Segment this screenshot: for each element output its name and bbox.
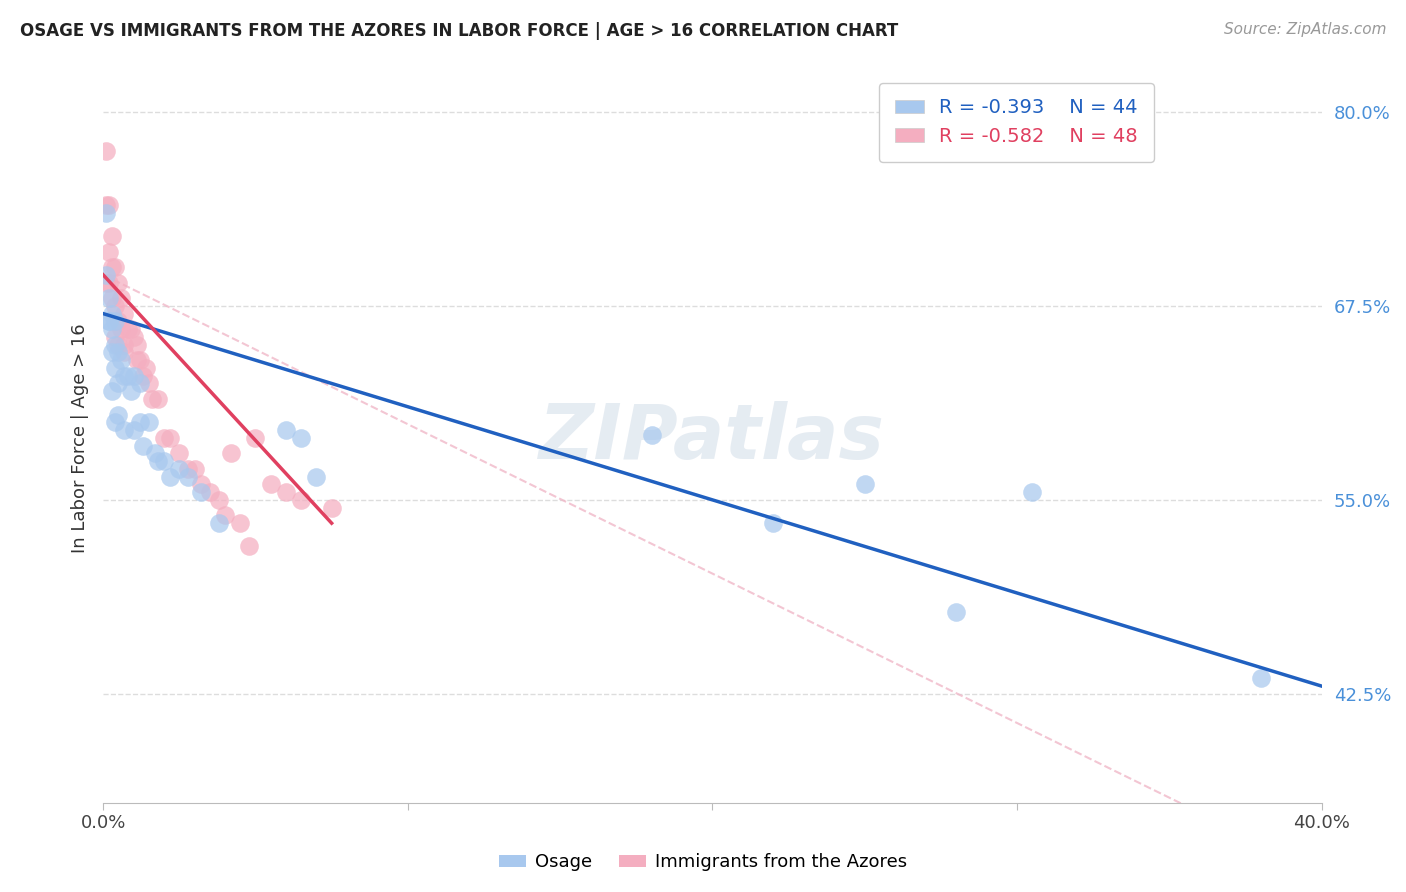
Point — [114, 368, 136, 383]
Point — [96, 205, 118, 219]
Point — [107, 345, 129, 359]
Point — [214, 508, 236, 523]
Point — [122, 423, 145, 437]
Point — [96, 144, 118, 158]
Point — [125, 337, 148, 351]
Point — [183, 462, 205, 476]
Point — [141, 392, 163, 406]
Point — [945, 605, 967, 619]
Point — [132, 368, 155, 383]
Point — [177, 462, 200, 476]
Point — [125, 353, 148, 368]
Point — [98, 314, 121, 328]
Point — [96, 198, 118, 212]
Point — [177, 469, 200, 483]
Point — [122, 368, 145, 383]
Point — [219, 446, 242, 460]
Point — [101, 307, 124, 321]
Point — [110, 322, 132, 336]
Point — [640, 427, 662, 442]
Legend: R = -0.393    N = 44, R = -0.582    N = 48: R = -0.393 N = 44, R = -0.582 N = 48 — [879, 83, 1154, 161]
Point — [128, 376, 150, 391]
Point — [132, 438, 155, 452]
Point — [104, 337, 127, 351]
Point — [104, 360, 127, 375]
Point — [117, 322, 139, 336]
Point — [107, 276, 129, 290]
Point — [159, 431, 181, 445]
Point — [110, 353, 132, 368]
Point — [101, 260, 124, 274]
Point — [138, 376, 160, 391]
Point — [107, 337, 129, 351]
Point — [104, 330, 127, 344]
Point — [114, 423, 136, 437]
Point — [190, 477, 212, 491]
Point — [229, 516, 252, 531]
Point — [208, 492, 231, 507]
Point — [101, 291, 124, 305]
Point — [96, 268, 118, 282]
Text: ZIPatlas: ZIPatlas — [540, 401, 886, 475]
Point — [305, 469, 328, 483]
Point — [96, 276, 118, 290]
Point — [107, 408, 129, 422]
Text: OSAGE VS IMMIGRANTS FROM THE AZORES IN LABOR FORCE | AGE > 16 CORRELATION CHART: OSAGE VS IMMIGRANTS FROM THE AZORES IN L… — [20, 22, 898, 40]
Point — [98, 314, 121, 328]
Point — [128, 353, 150, 368]
Point — [101, 345, 124, 359]
Point — [260, 477, 283, 491]
Point — [208, 516, 231, 531]
Point — [853, 477, 876, 491]
Point — [146, 454, 169, 468]
Point — [128, 415, 150, 429]
Point — [159, 469, 181, 483]
Point — [101, 322, 124, 336]
Point — [762, 516, 785, 531]
Point — [153, 454, 176, 468]
Point — [146, 392, 169, 406]
Point — [153, 431, 176, 445]
Point — [101, 229, 124, 244]
Point — [290, 431, 312, 445]
Point — [110, 291, 132, 305]
Point — [114, 337, 136, 351]
Point — [107, 376, 129, 391]
Point — [143, 446, 166, 460]
Point — [117, 368, 139, 383]
Point — [274, 423, 297, 437]
Point — [104, 260, 127, 274]
Point — [245, 431, 267, 445]
Point — [114, 345, 136, 359]
Point — [135, 360, 157, 375]
Point — [238, 540, 260, 554]
Point — [98, 276, 121, 290]
Point — [107, 314, 129, 328]
Point — [120, 322, 142, 336]
Point — [104, 415, 127, 429]
Point — [120, 384, 142, 399]
Legend: Osage, Immigrants from the Azores: Osage, Immigrants from the Azores — [492, 847, 914, 879]
Point — [104, 314, 127, 328]
Point — [169, 446, 191, 460]
Point — [98, 291, 121, 305]
Point — [190, 485, 212, 500]
Y-axis label: In Labor Force | Age > 16: In Labor Force | Age > 16 — [72, 323, 89, 553]
Text: Source: ZipAtlas.com: Source: ZipAtlas.com — [1223, 22, 1386, 37]
Point — [1021, 485, 1043, 500]
Point — [98, 244, 121, 259]
Point — [114, 307, 136, 321]
Point — [1250, 672, 1272, 686]
Point — [98, 198, 121, 212]
Point — [274, 485, 297, 500]
Point — [198, 485, 221, 500]
Point — [321, 500, 343, 515]
Point — [169, 462, 191, 476]
Point — [104, 299, 127, 313]
Point — [101, 384, 124, 399]
Point — [122, 330, 145, 344]
Point — [290, 492, 312, 507]
Point — [138, 415, 160, 429]
